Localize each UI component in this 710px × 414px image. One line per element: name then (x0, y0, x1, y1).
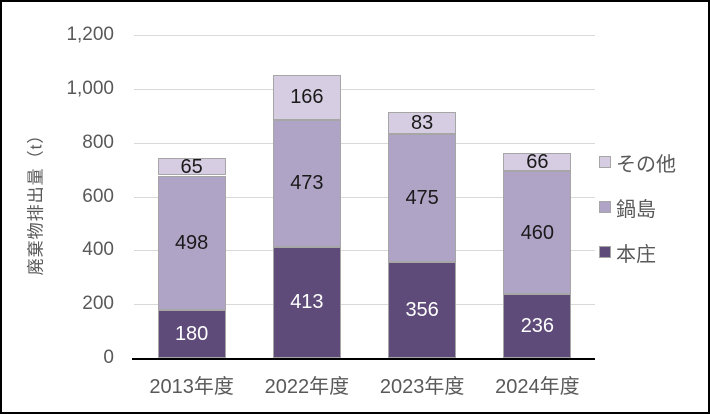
bar-segment-value: 66 (526, 150, 549, 173)
legend-label: 鍋島 (616, 198, 656, 221)
bar-segment-value: 180 (174, 322, 209, 345)
gridline (134, 250, 595, 252)
legend-swatch-icon (599, 246, 611, 258)
bar-segment-value: 473 (290, 172, 324, 195)
bar-segment-その他: 166 (272, 74, 341, 120)
bar-segment-本庄: 180 (157, 309, 226, 358)
y-tick-label: 1,200 (66, 24, 114, 45)
legend-item-鍋島: 鍋島 (599, 195, 656, 221)
gridline (134, 88, 595, 90)
legend-swatch-icon (599, 156, 611, 168)
gridline (134, 142, 595, 144)
gridline (134, 304, 595, 306)
bar-segment-本庄: 413 (272, 246, 341, 358)
bar-segment-鍋島: 498 (157, 175, 226, 310)
legend-item-その他: その他 (599, 150, 676, 176)
y-tick-label: 1,000 (66, 77, 114, 99)
bar-segment-value: 460 (520, 221, 555, 244)
y-tick-label: 0 (103, 347, 114, 368)
x-tick-label: 2024年度 (495, 376, 580, 398)
y-tick-label: 800 (82, 131, 114, 153)
bar-segment-value: 356 (405, 299, 439, 322)
legend-label: その他 (616, 153, 676, 176)
x-axis-line (132, 358, 595, 360)
bar-segment-value: 65 (180, 155, 203, 178)
bar-segment-その他: 83 (388, 111, 457, 135)
bar-segment-value: 413 (290, 291, 324, 314)
bar-segment-value: 166 (290, 86, 324, 109)
bar-segment-value: 498 (174, 231, 209, 254)
x-tick-label: 2013年度 (149, 376, 234, 398)
bar-segment-本庄: 356 (388, 262, 457, 358)
y-tick-label: 400 (82, 239, 114, 261)
x-tick-label: 2023年度 (379, 376, 465, 398)
bar-segment-鍋島: 460 (503, 170, 572, 295)
bar-segment-その他: 65 (157, 155, 226, 178)
bar-segment-value: 475 (405, 187, 439, 210)
legend-item-本庄: 本庄 (599, 240, 656, 266)
legend-label: 本庄 (616, 243, 656, 266)
bar-segment-value: 236 (520, 315, 555, 338)
bar-segment-本庄: 236 (503, 294, 572, 358)
bar-segment-その他: 66 (503, 150, 572, 173)
gridline (134, 196, 595, 198)
legend-swatch-icon (599, 201, 611, 213)
bar-segment-鍋島: 473 (272, 119, 341, 247)
y-tick-label: 200 (82, 293, 114, 315)
x-tick-label: 2022年度 (264, 376, 350, 398)
gridline (134, 35, 595, 36)
bar-segment-value: 83 (411, 112, 434, 135)
bar-segment-鍋島: 475 (388, 134, 457, 263)
y-tick-label: 600 (82, 185, 114, 207)
